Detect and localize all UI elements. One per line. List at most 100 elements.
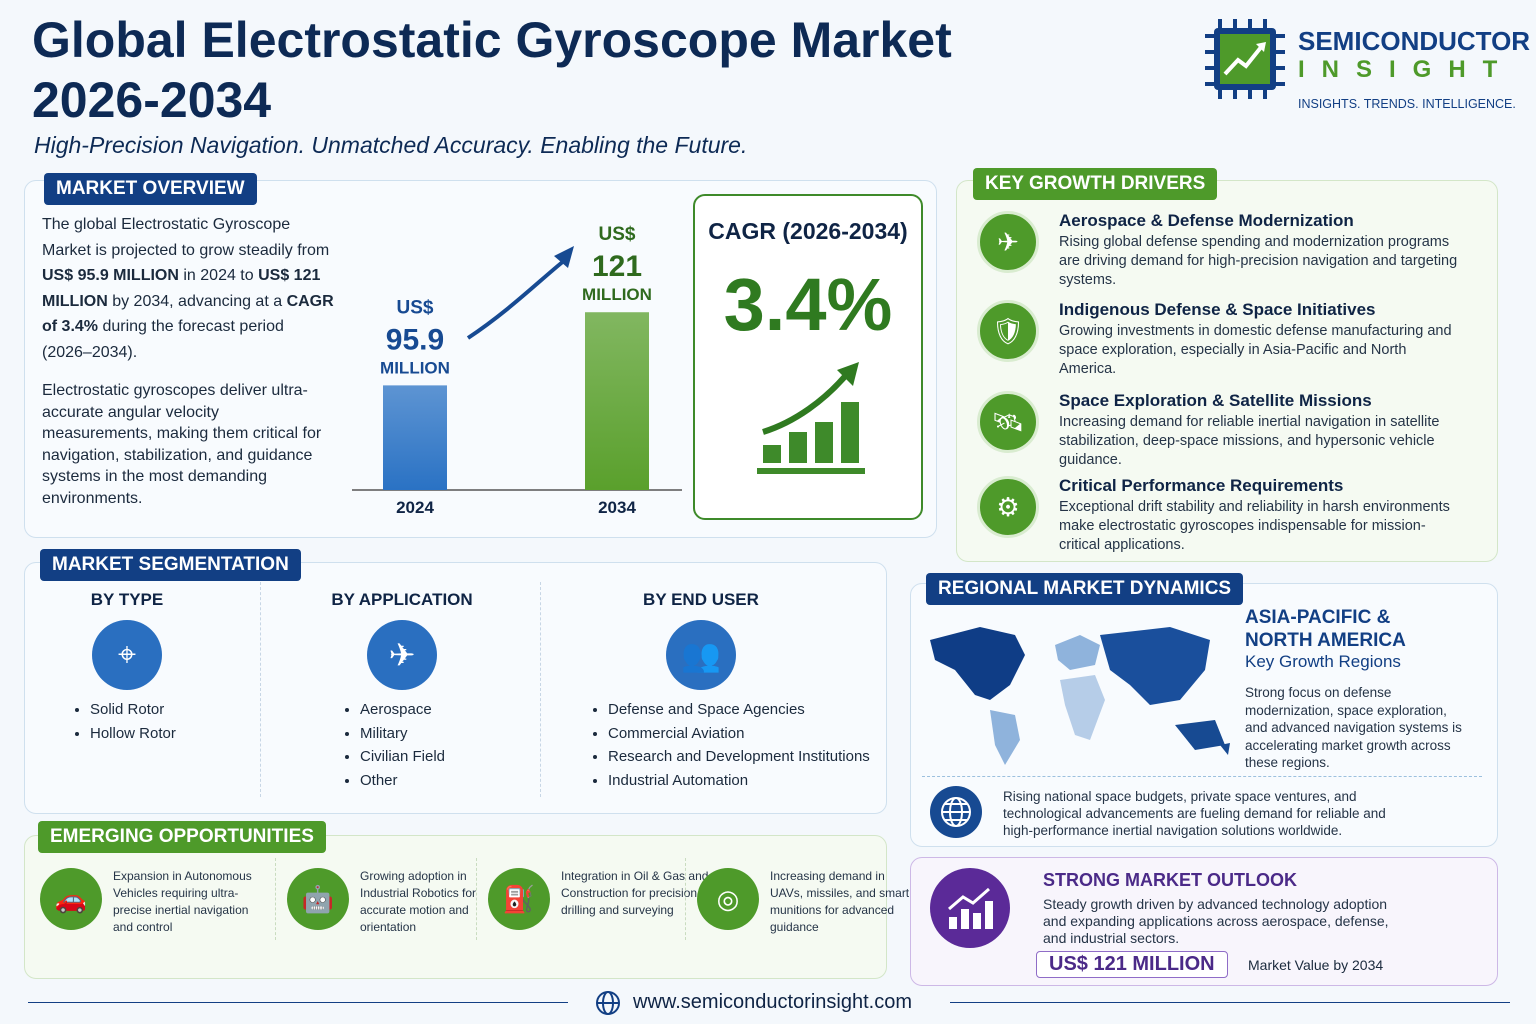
region-footer: Rising national space budgets, private s… xyxy=(1003,789,1386,838)
arrow xyxy=(466,258,567,340)
driver-text: Exceptional drift stability and reliabil… xyxy=(1059,499,1450,553)
text: US$ 121 MILLION xyxy=(42,267,321,310)
section-tag: MARKET OVERVIEW xyxy=(44,173,257,205)
x-tick-label: 2024 xyxy=(396,498,434,517)
overview-text: The global Electrostatic Gyroscope Marke… xyxy=(42,212,337,365)
segment-item: Civilian Field xyxy=(360,745,445,769)
outlook-value: US$ 121 MILLION xyxy=(1036,951,1228,978)
segment-item: Military xyxy=(360,722,445,746)
outlook-title: STRONG MARKET OUTLOOK xyxy=(1043,870,1297,890)
driver-icon: ✈ xyxy=(977,211,1039,273)
drivers-panel xyxy=(956,180,1498,562)
divider xyxy=(260,582,261,797)
driver-title: Aerospace & Defense Modernization xyxy=(1059,211,1354,230)
subtitle: High-Precision Navigation. Unmatched Acc… xyxy=(34,132,748,158)
opportunity-icon: 🚗 xyxy=(40,868,102,930)
segment-title: BY TYPE xyxy=(90,590,164,609)
text: by 2034, advancing at a xyxy=(107,292,287,310)
divider xyxy=(476,858,477,940)
outlook-text: Steady growth driven by advanced technol… xyxy=(1043,896,1389,946)
text: in 2024 to xyxy=(178,267,259,284)
segmentation-panel xyxy=(24,562,887,814)
section-tag: KEY GROWTH DRIVERS xyxy=(973,168,1218,200)
growth-icon xyxy=(757,362,865,474)
value-prefix: US$ xyxy=(397,297,434,318)
bar xyxy=(383,385,447,490)
segment-title: BY END USER xyxy=(643,590,759,609)
value-unit: MILLION xyxy=(582,285,652,304)
value-unit: MILLION xyxy=(380,358,450,377)
driver-icon: ⚙ xyxy=(977,476,1039,538)
world-map xyxy=(930,627,1230,765)
segment-icon: ✈ xyxy=(367,620,437,690)
title: Global Electrostatic Gyroscope Market 202… xyxy=(32,10,952,130)
outlook-panel xyxy=(910,857,1498,986)
text: during the forecast period (2026–2034). xyxy=(42,318,284,361)
opportunity-text: Increasing demand in UAVs, missiles, and… xyxy=(770,869,910,934)
segment-item: Industrial Automation xyxy=(608,769,870,793)
driver-text: Increasing demand for reliable inertial … xyxy=(1059,414,1440,468)
bar xyxy=(585,312,649,490)
globe-icon xyxy=(596,991,620,1015)
opportunity-icon: ⛽ xyxy=(488,868,550,930)
logo-icon xyxy=(1205,19,1285,99)
text: ASIA-PACIFIC & xyxy=(1245,607,1391,628)
arrow xyxy=(554,246,574,268)
divider xyxy=(685,858,686,940)
text: NORTH AMERICA xyxy=(1245,630,1406,651)
segment-item: Research and Development Institutions xyxy=(608,745,870,769)
opportunity-text: Integration in Oil & Gas and Constructio… xyxy=(561,869,709,917)
segment-list: Solid RotorHollow Rotor xyxy=(72,698,176,745)
outlook-icon xyxy=(930,868,1010,948)
overview-text: Electrostatic gyroscopes deliver ultra-a… xyxy=(42,382,322,507)
segment-icon: 👥 xyxy=(666,620,736,690)
text: CAGR of 3.4% xyxy=(42,292,334,336)
region-title: ASIA-PACIFIC & NORTH AMERICA xyxy=(1245,606,1406,652)
footer-url[interactable]: www.semiconductorinsight.com xyxy=(633,991,912,1013)
opportunity-text: Growing adoption in Industrial Robotics … xyxy=(360,869,477,934)
text: US$ 95.9 MILLION xyxy=(42,267,179,284)
opportunity-icon: ◎ xyxy=(697,868,759,930)
region-text: Strong focus on defense modernization, s… xyxy=(1245,685,1462,770)
logo-name: INSIGHT xyxy=(1298,56,1515,83)
driver-text: Growing investments in domestic defense … xyxy=(1059,323,1452,377)
text: The global Electrostatic Gyroscope Marke… xyxy=(42,216,330,259)
segment-item: Defense and Space Agencies xyxy=(608,698,870,722)
opportunity-icon: 🤖 xyxy=(287,868,349,930)
bar-chart: US$ 95.9 MILLION 2024 US$ 121 MILLION 2034 xyxy=(352,224,682,517)
driver-text: Rising global defense spending and moder… xyxy=(1059,234,1458,288)
segment-item: Aerospace xyxy=(360,698,445,722)
logo-name: SEMICONDUCTOR xyxy=(1298,26,1531,56)
title-line: 2026-2034 xyxy=(32,72,272,128)
value-prefix: US$ xyxy=(599,224,636,245)
segment-list: Defense and Space AgenciesCommercial Avi… xyxy=(590,698,870,792)
segment-icon: ⌖ xyxy=(92,620,162,690)
driver-icon: 🛰 xyxy=(977,391,1039,453)
footer-line xyxy=(28,1002,568,1003)
outlook-caption: Market Value by 2034 xyxy=(1248,957,1384,973)
segment-title: BY APPLICATION xyxy=(331,590,473,609)
region-sub: Key Growth Regions xyxy=(1245,652,1401,671)
logo-tagline: INSIGHTS. TRENDS. INTELLIGENCE. xyxy=(1298,97,1516,111)
divider xyxy=(922,776,1482,777)
value-label: 121 xyxy=(592,250,642,283)
driver-icon: 🛡 xyxy=(977,300,1039,362)
footer-line xyxy=(950,1002,1510,1003)
driver-title: Space Exploration & Satellite Missions xyxy=(1059,391,1372,410)
x-tick-label: 2034 xyxy=(598,498,636,517)
opportunity-text: Expansion in Autonomous Vehicles requiri… xyxy=(113,869,252,934)
driver-title: Indigenous Defense & Space Initiatives xyxy=(1059,300,1376,319)
driver-title: Critical Performance Requirements xyxy=(1059,476,1344,495)
segment-list: AerospaceMilitaryCivilian FieldOther xyxy=(342,698,445,792)
section-tag: MARKET SEGMENTATION xyxy=(40,549,301,581)
section-tag: EMERGING OPPORTUNITIES xyxy=(38,821,326,853)
value-label: 95.9 xyxy=(386,323,444,356)
segment-item: Solid Rotor xyxy=(90,698,176,722)
cagr-value: 3.4% xyxy=(723,263,893,346)
segment-item: Commercial Aviation xyxy=(608,722,870,746)
title-line: Global Electrostatic Gyroscope Market xyxy=(32,12,952,68)
divider xyxy=(540,582,541,797)
segment-item: Other xyxy=(360,769,445,793)
segment-item: Hollow Rotor xyxy=(90,722,176,746)
